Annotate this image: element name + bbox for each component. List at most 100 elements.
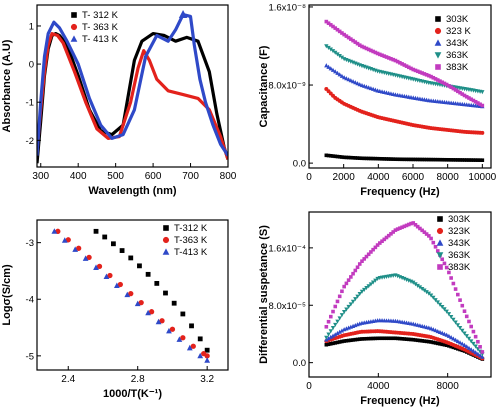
- data-point: [442, 342, 447, 347]
- data-point: [330, 67, 336, 72]
- data-point: [349, 338, 353, 343]
- x-tick-label: 800: [220, 171, 237, 182]
- data-point: [333, 26, 338, 30]
- data-point: [362, 257, 367, 261]
- data-point: [384, 235, 389, 240]
- data-point: [330, 326, 336, 331]
- data-point: [382, 237, 387, 242]
- legend-label: T-312 K: [174, 223, 208, 234]
- data-point: [366, 336, 371, 341]
- legend-label: T-413 K: [174, 247, 208, 258]
- data-point: [404, 223, 409, 228]
- data-point: [453, 320, 458, 325]
- y-axis-label: Capacitance (F): [258, 45, 270, 127]
- data-point: [415, 283, 420, 288]
- x-tick-label: 4000: [367, 172, 390, 183]
- data-point: [476, 339, 480, 344]
- data-point: [476, 158, 480, 162]
- data-point: [373, 336, 378, 341]
- data-point: [404, 157, 409, 162]
- data-point: [171, 300, 177, 306]
- data-point: [330, 49, 336, 54]
- data-point: [159, 318, 165, 324]
- data-point: [353, 268, 358, 273]
- data-point: [128, 290, 134, 297]
- data-point: [386, 157, 391, 161]
- data-point: [444, 82, 449, 87]
- data-point: [128, 255, 134, 261]
- legend-marker: [435, 16, 441, 22]
- data-point: [180, 311, 186, 317]
- data-point: [335, 52, 340, 57]
- data-point: [418, 226, 422, 231]
- data-point: [373, 278, 378, 283]
- data-point: [442, 81, 447, 86]
- data-point: [402, 157, 407, 162]
- data-point: [433, 298, 438, 303]
- data-point: [86, 254, 92, 260]
- data-point: [464, 158, 469, 162]
- x-axis-label: 1000/T(K⁻¹): [103, 388, 162, 400]
- data-point: [344, 34, 349, 38]
- data-point: [364, 336, 369, 341]
- data-point: [326, 45, 331, 50]
- series-T--413-K: [37, 9, 228, 157]
- data-point: [360, 44, 364, 49]
- panel-capacitance: 0 2000 4000 6000 8000 10000 0.0 8.0x10⁻⁹ 1.6x10⁻…: [258, 2, 497, 198]
- data-point: [431, 75, 436, 80]
- data-point: [440, 330, 445, 335]
- data-point: [453, 287, 458, 291]
- data-point: [398, 226, 402, 230]
- data-point: [378, 241, 382, 245]
- legend-marker: [434, 52, 442, 59]
- data-point: [449, 158, 453, 162]
- data-point: [204, 347, 210, 353]
- data-point: [453, 337, 458, 342]
- y-tick-label: 0: [29, 60, 34, 71]
- data-point: [326, 342, 331, 347]
- series-T-312-K: [93, 228, 210, 353]
- data-point: [342, 155, 346, 160]
- data-point: [458, 298, 462, 302]
- y-tick-label: 8.0x10⁻⁹: [268, 81, 306, 92]
- data-point: [429, 157, 433, 162]
- data-point: [435, 157, 440, 162]
- data-point: [357, 291, 362, 297]
- data-point: [384, 336, 389, 341]
- data-point: [342, 75, 347, 80]
- axes-frame: [308, 211, 492, 378]
- data-point: [428, 326, 434, 331]
- data-point: [333, 322, 338, 327]
- data-point: [337, 340, 342, 344]
- data-point: [355, 294, 360, 299]
- data-point: [466, 336, 472, 341]
- data-point: [348, 78, 354, 83]
- data-point: [124, 291, 131, 298]
- data-point: [409, 337, 413, 342]
- data-point: [471, 329, 476, 334]
- panel-conductivity: 2.4 2.8 3.2 -5 -4 -3 1000/T(K⁻¹) Logσ(S/cm) T-31…: [1, 219, 229, 400]
- data-point: [370, 280, 376, 285]
- data-point: [431, 157, 436, 162]
- data-point: [333, 50, 338, 55]
- data-point: [431, 295, 436, 300]
- plot-area: [324, 19, 485, 162]
- x-axis-label: Frequency (Hz): [360, 186, 440, 198]
- data-point: [471, 98, 476, 103]
- y-tick-label: -2: [26, 136, 34, 147]
- data-point: [380, 157, 384, 161]
- data-point: [368, 282, 374, 287]
- data-point: [457, 326, 463, 331]
- x-axis-label: Frequency (Hz): [360, 395, 440, 407]
- data-point: [402, 224, 407, 229]
- data-point: [477, 353, 483, 358]
- data-point: [357, 262, 362, 266]
- data-point: [93, 228, 99, 234]
- data-point: [458, 90, 462, 95]
- data-point: [446, 333, 452, 338]
- data-point: [398, 157, 402, 162]
- data-point: [360, 337, 364, 341]
- data-point: [467, 319, 471, 324]
- data-point: [409, 66, 413, 71]
- data-point: [326, 332, 331, 337]
